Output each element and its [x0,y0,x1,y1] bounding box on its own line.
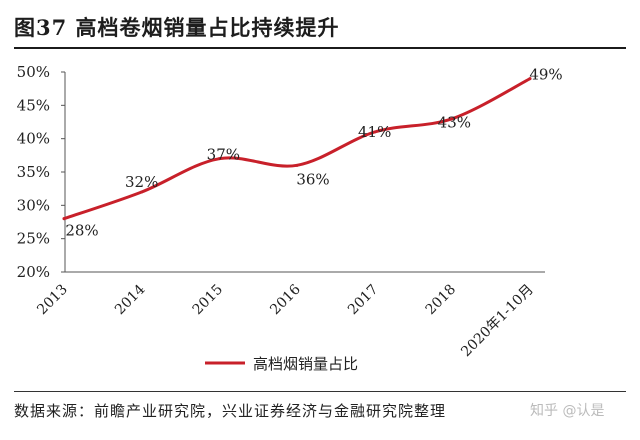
footer-divider [14,391,626,392]
y-tick-label: 40% [17,130,50,148]
x-tick-label: 2017 [345,282,382,319]
x-tick-label: 2016 [267,281,304,318]
chart-title: 图37 高档卷烟销量占比持续提升 [14,15,340,40]
x-tick-label: 2013 [34,282,71,319]
data-label: 49% [529,66,562,84]
data-label: 37% [207,146,240,164]
source-note: 数据来源：前瞻产业研究院，兴业证券经济与金融研究院整理 [14,402,447,420]
data-label: 28% [65,222,98,240]
x-tick-label: 2020年1-10月 [458,282,537,361]
data-point [450,117,454,121]
x-tick-label: 2015 [190,282,227,319]
data-label: 43% [438,114,471,132]
data-point [217,157,221,161]
data-point [295,163,299,167]
watermark: 知乎 @认是 [530,403,605,419]
data-label: 32% [125,173,158,191]
y-tick-label: 45% [17,96,50,114]
y-tick-label: 30% [17,196,50,214]
y-tick-label: 35% [17,163,50,181]
x-tick-label: 2018 [423,282,460,319]
title-divider [14,47,626,49]
data-point [140,190,144,194]
data-label: 41% [358,123,391,141]
y-tick-label: 20% [17,263,50,281]
data-point [528,77,532,81]
series-line [62,77,532,221]
y-tick-label: 50% [17,63,50,81]
data-label: 36% [296,170,329,188]
data-point [62,217,66,221]
y-tick-label: 25% [17,230,50,248]
x-tick-label: 2014 [112,281,149,318]
legend-label: 高档烟销量占比 [253,355,358,373]
data-point [373,130,377,134]
